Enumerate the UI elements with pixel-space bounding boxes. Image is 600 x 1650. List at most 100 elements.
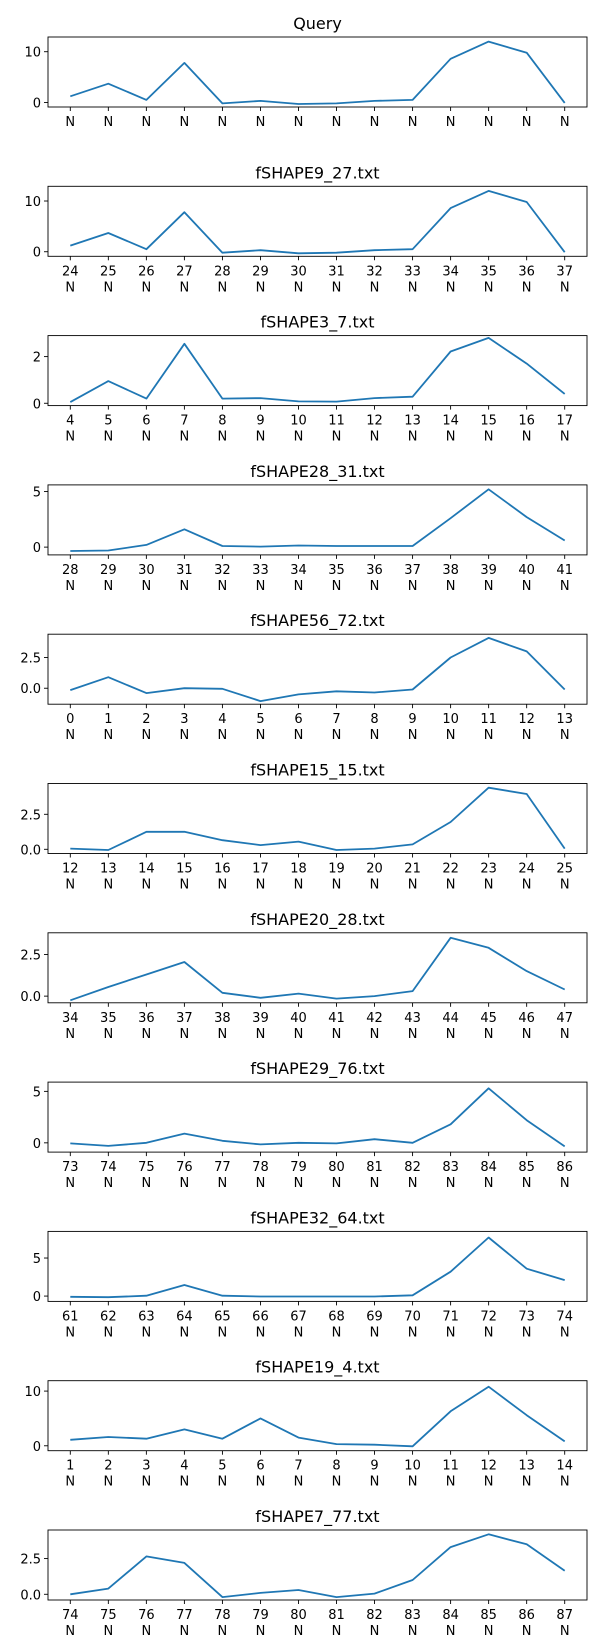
x-tick-letter: N [560,1027,570,1042]
x-tick-label: 20 [366,862,383,877]
x-tick-label: 36 [138,1011,155,1026]
subplot-title: fSHAPE56_72.txt [250,611,384,631]
x-tick-label: 33 [404,264,421,279]
y-tick-label: 0 [33,1137,41,1152]
x-tick-letter: N [103,280,113,295]
x-tick-letter: N [256,280,266,295]
x-tick-label: 25 [556,862,573,877]
x-tick-label: 9 [408,712,416,727]
x-tick-letter: N [180,430,190,445]
x-tick-letter: N [256,728,266,743]
y-tick-label: 2.5 [20,808,41,823]
x-tick-letter: N [103,878,113,893]
x-tick-label: 34 [442,264,459,279]
x-tick-label: 85 [480,1608,497,1623]
x-tick-label: 42 [366,1011,383,1026]
x-tick-label: 67 [290,1309,307,1324]
subplot-title: fSHAPE28_31.txt [250,462,384,482]
x-tick-label: 4 [218,712,226,727]
x-tick-label: 80 [328,1160,345,1175]
x-tick-label: 8 [218,414,226,429]
x-tick-label: 69 [366,1309,383,1324]
x-tick-letter: N [522,579,532,594]
x-tick-letter: N [560,115,570,130]
x-tick-label: 72 [480,1309,497,1324]
x-tick-letter: N [294,115,304,130]
x-tick-letter: N [141,280,151,295]
x-tick-letter: N [446,1325,456,1340]
subplot-11: fSHAPE7_77.txt0.02.574N75N76N77N78N79N80… [20,1507,588,1639]
x-tick-letter: N [522,115,532,130]
x-tick-letter: N [484,579,494,594]
axes-frame [47,36,588,108]
x-tick-letter: N [522,1176,532,1191]
x-tick-letter: N [103,1624,113,1639]
y-tick-label: 2.5 [20,1553,41,1568]
x-tick-label: 8 [370,712,378,727]
x-tick-letter: N [294,728,304,743]
subplot-10: fSHAPE19_4.txt0101N2N3N4N5N6N7N8N9N10N11… [24,1358,588,1490]
axes-frame [47,185,588,257]
x-tick-letter: N [180,1325,190,1340]
x-tick-letter: N [218,115,228,130]
x-tick-letter: N [65,878,75,893]
x-tick-label: 2 [142,712,150,727]
x-tick-label: 1 [66,1459,74,1474]
x-tick-label: 30 [290,264,307,279]
y-tick-label: 0 [33,541,41,556]
x-tick-label: 68 [328,1309,345,1324]
x-tick-label: 76 [138,1608,155,1623]
x-tick-label: 74 [62,1608,79,1623]
x-tick-label: 47 [556,1011,573,1026]
x-tick-letter: N [103,1475,113,1490]
x-tick-label: 37 [176,1011,193,1026]
x-tick-letter: N [332,728,342,743]
series-line [70,189,566,255]
x-tick-letter: N [370,115,380,130]
x-tick-label: 17 [252,862,269,877]
x-tick-letter: N [446,728,456,743]
x-tick-label: 81 [366,1160,383,1175]
x-tick-letter: N [141,1624,151,1639]
x-tick-letter: N [370,1475,380,1490]
axes-frame [47,633,588,705]
x-tick-letter: N [560,1325,570,1340]
x-tick-label: 13 [518,1459,535,1474]
x-tick-letter: N [180,1027,190,1042]
x-tick-letter: N [446,878,456,893]
x-tick-letter: N [522,1325,532,1340]
x-tick-label: 45 [480,1011,497,1026]
x-tick-label: 5 [104,414,112,429]
x-tick-label: 74 [100,1160,117,1175]
x-tick-label: 15 [176,862,193,877]
x-tick-label: 75 [138,1160,155,1175]
x-tick-label: 79 [290,1160,307,1175]
x-tick-letter: N [560,1475,570,1490]
subplot-4: fSHAPE28_31.txt0528N29N30N31N32N33N34N35… [33,462,588,594]
x-tick-letter: N [522,878,532,893]
series-line [70,40,566,105]
x-tick-letter: N [180,280,190,295]
x-tick-label: 76 [176,1160,193,1175]
x-tick-label: 86 [556,1160,573,1175]
x-tick-letter: N [370,280,380,295]
x-tick-label: 12 [62,862,79,877]
x-tick-letter: N [141,1475,151,1490]
subplot-7: fSHAPE20_28.txt0.02.534N35N36N37N38N39N4… [20,910,588,1042]
x-tick-letter: N [446,1176,456,1191]
y-tick-label: 0.0 [20,990,41,1005]
x-tick-label: 73 [518,1309,535,1324]
x-tick-letter: N [560,728,570,743]
x-tick-letter: N [484,280,494,295]
x-tick-letter: N [218,1176,228,1191]
x-tick-label: 9 [370,1459,378,1474]
x-tick-letter: N [446,1624,456,1639]
x-tick-letter: N [446,579,456,594]
x-tick-label: 14 [442,414,459,429]
x-tick-label: 27 [176,264,193,279]
x-tick-label: 38 [214,1011,231,1026]
x-tick-letter: N [180,1475,190,1490]
x-tick-label: 36 [518,264,535,279]
x-tick-letter: N [370,1176,380,1191]
x-tick-letter: N [294,1325,304,1340]
